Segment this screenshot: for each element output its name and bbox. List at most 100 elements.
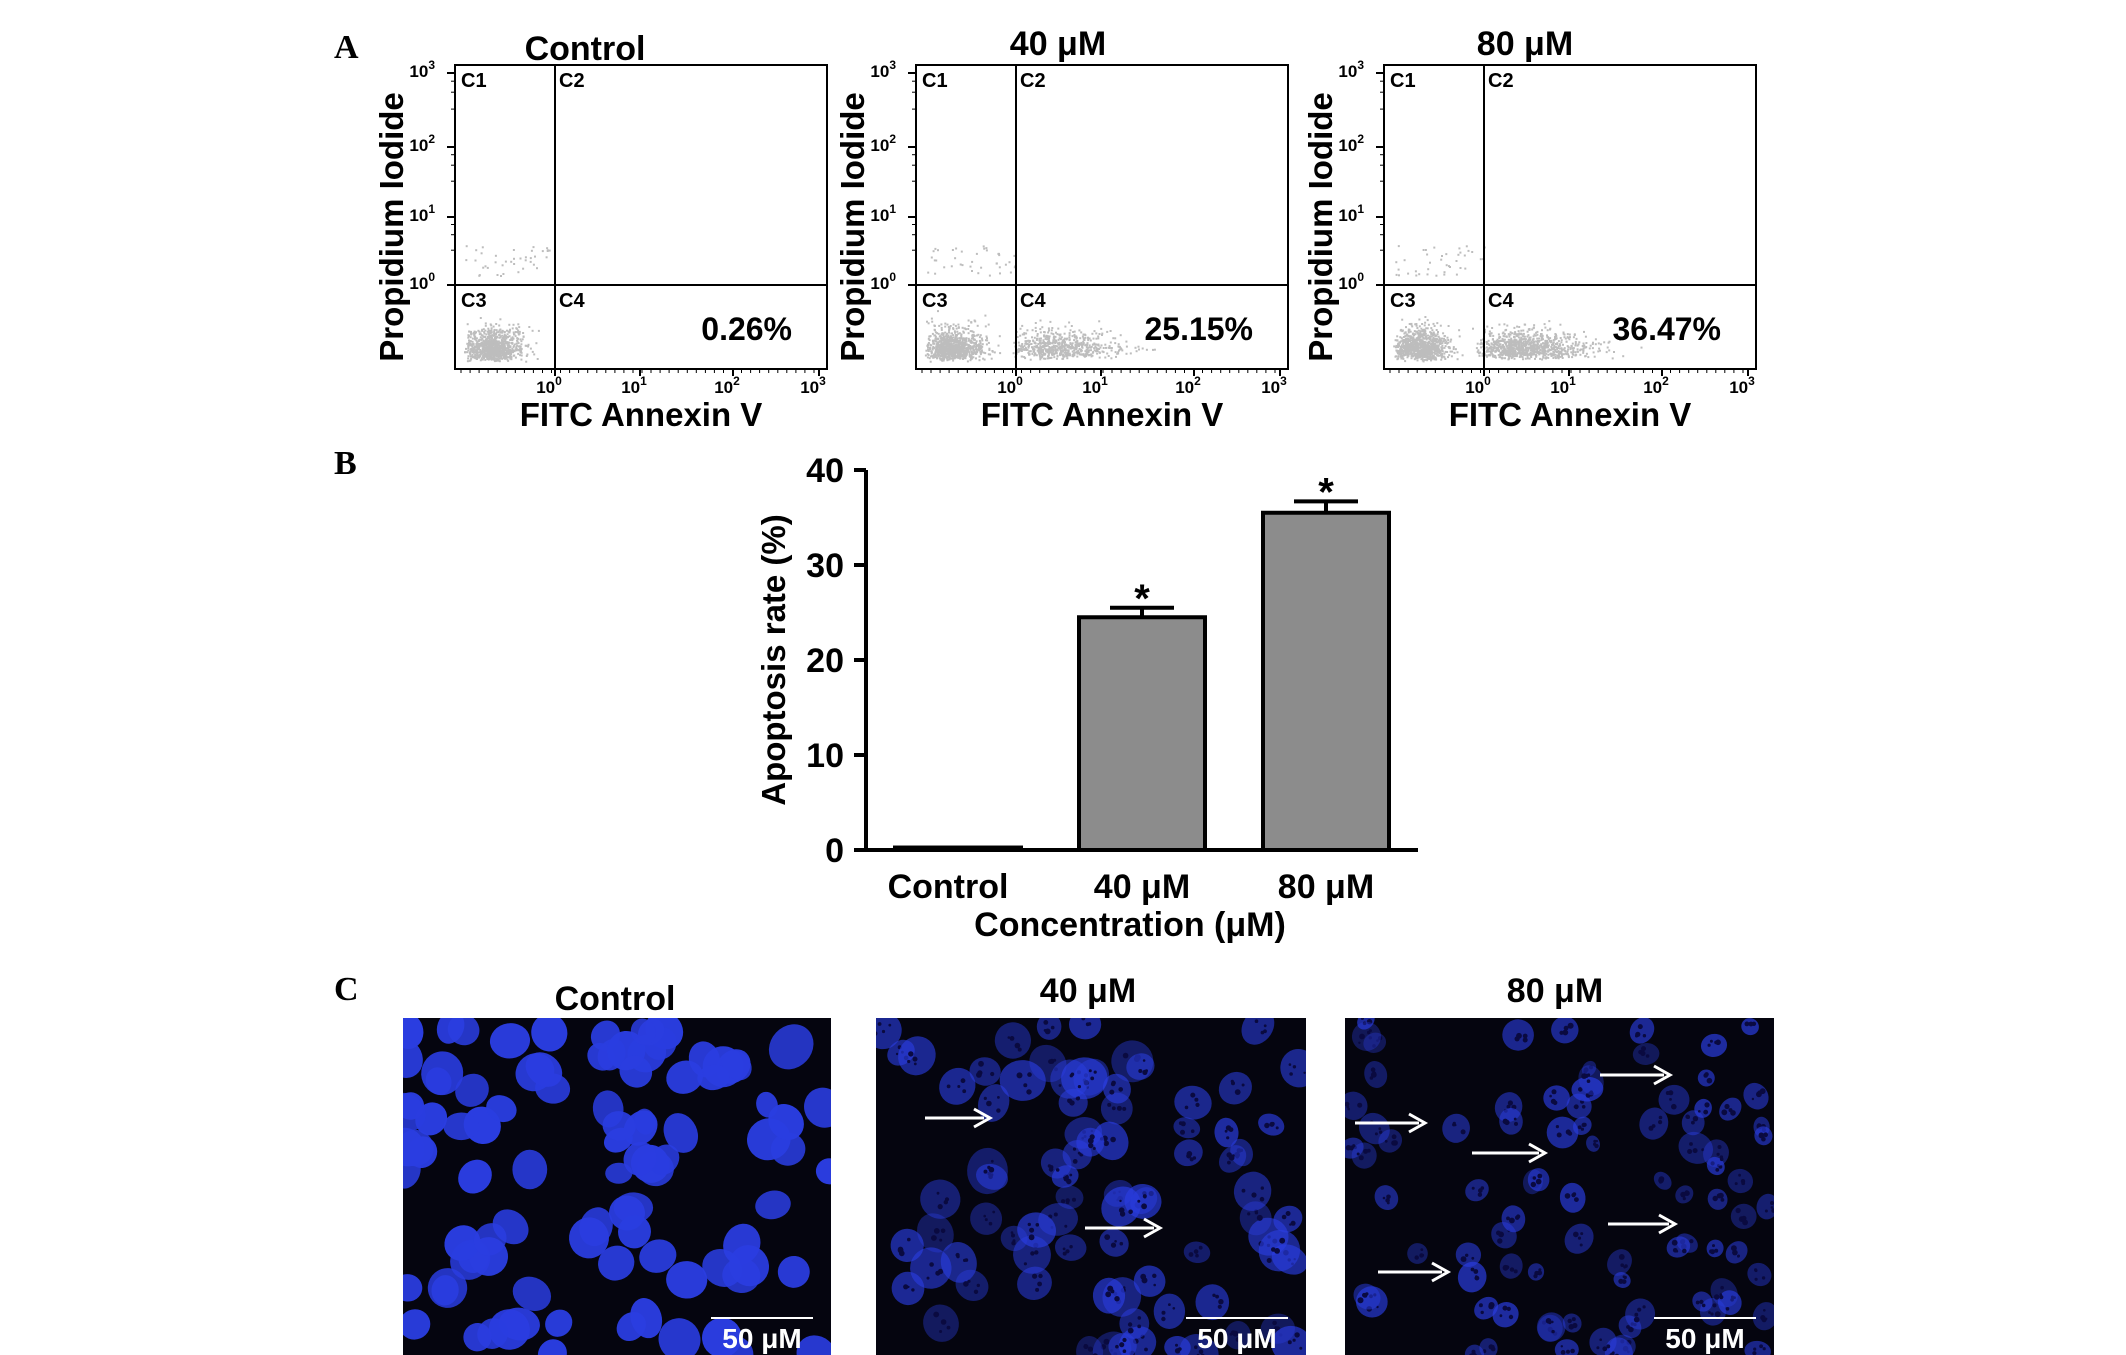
chromatin-spot xyxy=(929,1262,934,1267)
chromatin-spot xyxy=(1637,1024,1643,1030)
nucleus xyxy=(592,1090,624,1128)
nucleus xyxy=(1174,1085,1212,1120)
chromatin-spot xyxy=(1377,1036,1383,1041)
chromatin-spot xyxy=(1516,1032,1522,1039)
chromatin-spot xyxy=(944,1197,950,1202)
chromatin-spot xyxy=(1386,1201,1390,1205)
nucleus xyxy=(447,1018,480,1046)
nucleus xyxy=(1271,1325,1306,1355)
nucleus xyxy=(1164,1335,1191,1355)
chromatin-spot xyxy=(1687,1149,1693,1154)
arrow-head xyxy=(973,1107,994,1129)
chromatin-spot xyxy=(1110,1081,1116,1087)
chromatin-spot xyxy=(1741,1181,1746,1186)
chromatin-spot xyxy=(956,1254,960,1259)
chromatin-spot xyxy=(1712,1303,1717,1308)
chromatin-spot xyxy=(1573,1231,1579,1238)
chromatin-spot xyxy=(931,1235,937,1241)
nucleus xyxy=(525,1052,563,1087)
chromatin-spot xyxy=(907,1237,911,1242)
chromatin-spot xyxy=(1290,1220,1296,1226)
chromatin-spot xyxy=(933,1228,940,1234)
nucleus xyxy=(458,1159,492,1194)
chromatin-spot xyxy=(1048,1059,1053,1064)
chromatin-spot xyxy=(1359,1033,1365,1040)
chromatin-spot xyxy=(1251,1192,1257,1198)
chromatin-spot xyxy=(1633,1323,1637,1327)
nucleus xyxy=(403,1129,434,1167)
y-tick-label: 100 xyxy=(409,270,435,293)
chromatin-spot xyxy=(1017,1047,1022,1052)
chromatin-spot xyxy=(990,1173,994,1177)
chromatin-spot xyxy=(1058,1084,1062,1087)
chromatin-spot xyxy=(1029,1227,1035,1233)
chromatin-spot xyxy=(1763,1309,1766,1312)
chromatin-spot xyxy=(1077,1151,1081,1155)
nucleus xyxy=(1727,1168,1754,1194)
chromatin-spot xyxy=(1594,1143,1599,1149)
chromatin-spot xyxy=(1115,1344,1119,1349)
nucleus xyxy=(1119,1308,1150,1339)
chromatin-spot xyxy=(1535,1178,1542,1185)
chromatin-spot xyxy=(1630,1322,1635,1326)
bar xyxy=(893,845,1023,853)
chromatin-spot xyxy=(1228,1154,1235,1161)
y-tick-label: 102 xyxy=(870,132,896,155)
chromatin-spot xyxy=(1232,1330,1239,1337)
nucleus xyxy=(1744,1340,1771,1355)
chromatin-spot xyxy=(1374,1132,1378,1136)
nucleus xyxy=(1357,1018,1375,1030)
chromatin-spot xyxy=(1028,1234,1035,1241)
flow-panel-title: Control xyxy=(525,30,646,68)
chromatin-spot xyxy=(1009,1036,1015,1041)
chromatin-spot xyxy=(1035,1223,1040,1227)
arrow-head xyxy=(1658,1213,1679,1235)
chromatin-spot xyxy=(1110,1136,1116,1143)
y-tick-label: 102 xyxy=(1338,132,1364,155)
chromatin-spot xyxy=(1580,1232,1584,1236)
nucleus xyxy=(1101,1186,1141,1227)
y-axis-label: Propidium Iodide xyxy=(834,92,871,362)
nucleus xyxy=(1752,1302,1774,1331)
chromatin-spot xyxy=(1368,1036,1373,1040)
chromatin-spot xyxy=(1714,1040,1718,1045)
chromatin-spot xyxy=(1660,1178,1664,1181)
nuclei-layer xyxy=(876,1018,1306,1355)
chromatin-spot xyxy=(1509,1267,1515,1272)
chromatin-spot xyxy=(1682,1248,1687,1254)
chromatin-spot xyxy=(1346,1105,1350,1109)
chromatin-spot xyxy=(1254,1019,1259,1023)
chromatin-spot xyxy=(1714,1311,1721,1318)
chromatin-spot xyxy=(1724,1103,1730,1110)
nucleus xyxy=(639,1239,677,1273)
chromatin-spot xyxy=(1153,1283,1156,1287)
x-tick-label: 80 μM xyxy=(1278,868,1374,906)
chromatin-spot xyxy=(1734,1182,1738,1186)
chromatin-spot xyxy=(1707,1043,1711,1047)
nucleus xyxy=(999,1060,1046,1101)
chromatin-spot xyxy=(1137,1324,1142,1329)
chromatin-spot xyxy=(976,1072,982,1078)
chromatin-spot xyxy=(1119,1241,1124,1246)
chromatin-spot xyxy=(1193,1249,1199,1254)
chromatin-spot xyxy=(1007,1036,1011,1039)
nucleus xyxy=(512,1149,548,1190)
chromatin-spot xyxy=(1633,1316,1640,1323)
chromatin-spot xyxy=(1092,1147,1096,1150)
chromatin-spot xyxy=(1634,1312,1639,1317)
chromatin-spot xyxy=(1704,1072,1709,1077)
chromatin-spot xyxy=(1754,1277,1758,1281)
chromatin-spot xyxy=(1696,1300,1699,1304)
nucleus xyxy=(1571,1076,1604,1102)
chromatin-spot xyxy=(1093,1070,1097,1074)
chromatin-spot xyxy=(1287,1340,1292,1345)
nucleus xyxy=(403,1038,423,1078)
chromatin-spot xyxy=(1122,1106,1127,1111)
nucleus xyxy=(486,1095,517,1123)
chromatin-spot xyxy=(1274,1248,1280,1254)
chromatin-spot xyxy=(1551,1329,1555,1334)
chromatin-spot xyxy=(1716,1193,1722,1199)
chromatin-spot xyxy=(1256,1214,1263,1221)
chromatin-spot xyxy=(1226,1136,1230,1140)
chromatin-spot xyxy=(1362,1292,1367,1298)
